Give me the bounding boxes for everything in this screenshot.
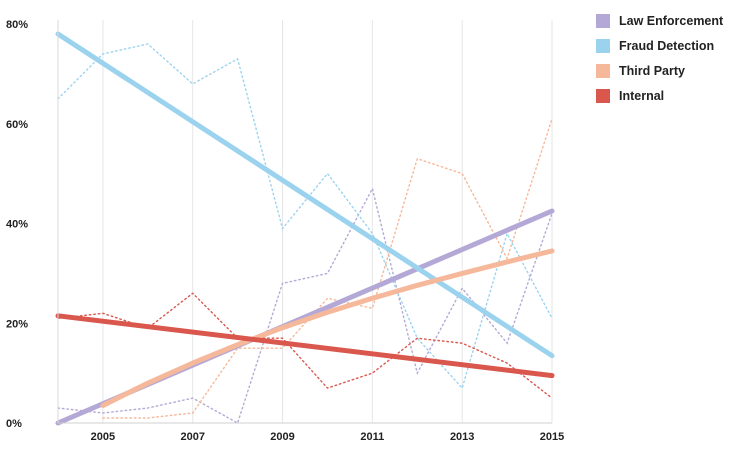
raw-series-lines	[57, 43, 553, 425]
trend-line-internal	[55, 313, 555, 379]
legend: Law Enforcement Fraud Detection Third Pa…	[596, 8, 746, 108]
legend-swatch	[596, 38, 610, 53]
x-tick-label: 2011	[360, 431, 384, 443]
legend-item-internal[interactable]: Internal	[596, 83, 746, 108]
legend-item-fraud-detection[interactable]: Fraud Detection	[596, 33, 746, 58]
legend-swatch	[596, 88, 610, 103]
legend-label: Fraud Detection	[619, 38, 715, 53]
legend-swatch	[596, 13, 610, 28]
legend-item-law-enforcement[interactable]: Law Enforcement	[596, 8, 746, 33]
trend-line-fraud-detection	[55, 31, 555, 359]
y-tick-label: 40%	[6, 219, 28, 231]
raw-line-law-enforcement	[57, 186, 553, 425]
axes	[57, 20, 552, 424]
legend-label: Third Party	[619, 63, 685, 78]
legend-item-third-party[interactable]: Third Party	[596, 58, 746, 83]
tick-labels: 0% 20% 40% 60% 80% 2005 2007 2009 2011 2013 2015	[6, 19, 564, 443]
y-tick-label: 80%	[6, 19, 28, 31]
legend-swatch	[596, 63, 610, 78]
raw-line-fraud-detection	[57, 43, 553, 390]
trend-lines	[55, 31, 555, 426]
y-tick-label: 20%	[6, 318, 28, 330]
trend-line-third-party	[100, 248, 555, 408]
x-tick-label: 2013	[450, 431, 474, 443]
x-tick-label: 2007	[180, 431, 204, 443]
y-tick-label: 0%	[6, 418, 22, 430]
legend-label: Law Enforcement	[619, 13, 724, 28]
x-tick-label: 2009	[270, 431, 294, 443]
raw-line-third-party	[102, 118, 553, 419]
raw-line-internal	[57, 292, 553, 399]
grid-lines	[102, 20, 553, 423]
y-tick-label: 60%	[6, 119, 28, 131]
x-tick-label: 2015	[540, 431, 564, 443]
legend-label: Internal	[619, 88, 665, 103]
x-tick-label: 2005	[91, 431, 115, 443]
